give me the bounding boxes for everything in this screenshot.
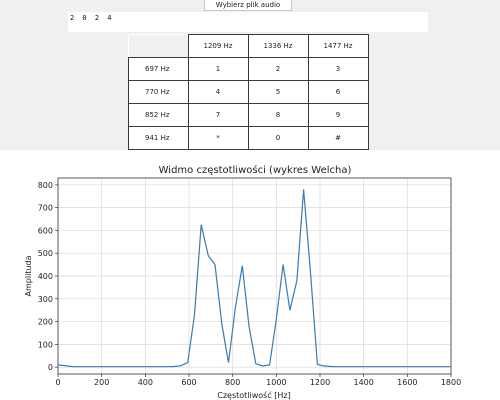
col-header-1209: 1209 Hz (187, 34, 249, 58)
y-tick-label: 700 (38, 204, 53, 213)
key-cell: 8 (247, 103, 309, 127)
x-tick-label: 600 (181, 378, 196, 387)
key-cell: 4 (187, 80, 249, 104)
chart-grid (57, 178, 452, 374)
key-cell: 9 (307, 103, 369, 127)
row-header-941: 941 Hz (128, 126, 189, 150)
x-tick-label: 1000 (266, 378, 286, 387)
y-axis-title: Amplituda (24, 255, 33, 296)
x-axis-title: Częstotliwość [Hz] (217, 390, 291, 400)
key-cell: 0 (247, 126, 309, 150)
key-cell: # (307, 126, 369, 150)
spectrum-chart: Widmo częstotliwości (wykres Welcha) 0 20… (24, 164, 461, 400)
key-cell: 3 (307, 57, 369, 81)
x-tick-label: 1600 (397, 378, 417, 387)
col-header-1477: 1477 Hz (307, 34, 369, 58)
y-tick-label: 600 (38, 226, 53, 235)
x-tick-label: 1400 (353, 378, 373, 387)
control-panel: Wybierz plik audio 2 0 2 4 1209 Hz 1336 … (0, 0, 500, 150)
table-corner (128, 34, 189, 58)
row-header-697: 697 Hz (128, 57, 189, 81)
x-tick-label: 200 (94, 378, 109, 387)
row-header-852: 852 Hz (128, 103, 189, 127)
x-tick-label: 1800 (441, 378, 461, 387)
table-row: 697 Hz 1 2 3 (128, 57, 369, 81)
y-tick-label: 800 (38, 181, 53, 190)
key-cell: 6 (307, 80, 369, 104)
dtmf-header-row: 1209 Hz 1336 Hz 1477 Hz (128, 34, 369, 58)
col-header-1336: 1336 Hz (247, 34, 309, 58)
table-row: 852 Hz 7 8 9 (128, 103, 369, 127)
y-tick-label: 300 (38, 295, 53, 304)
y-tick-label: 200 (38, 318, 53, 327)
row-header-770: 770 Hz (128, 80, 189, 104)
key-cell: 2 (247, 57, 309, 81)
x-tick-label: 0 (55, 378, 60, 387)
spectrum-series-line (57, 189, 451, 368)
decoded-number-display: 2 0 2 4 (68, 12, 428, 32)
table-row: 770 Hz 4 5 6 (128, 80, 369, 104)
dtmf-table: 1209 Hz 1336 Hz 1477 Hz 697 Hz 1 2 3 770… (128, 34, 369, 150)
x-tick-label: 400 (138, 378, 153, 387)
chart-ticks: 0 200 400 600 800 1000 1200 1400 1600 1800 0 100 200… (38, 181, 461, 387)
spectrum-chart-panel: Widmo częstotliwości (wykres Welcha) 0 20… (0, 150, 500, 400)
y-tick-label: 0 (48, 363, 53, 372)
key-cell: 7 (187, 103, 249, 127)
y-tick-label: 500 (38, 249, 53, 258)
x-tick-label: 800 (225, 378, 240, 387)
key-cell: * (187, 126, 249, 150)
chart-title: Widmo częstotliwości (wykres Welcha) (159, 164, 352, 176)
choose-audio-file-button[interactable]: Wybierz plik audio (204, 0, 292, 11)
key-cell: 1 (187, 57, 249, 81)
table-row: 941 Hz * 0 # (128, 126, 369, 150)
y-tick-label: 100 (38, 340, 53, 349)
key-cell: 5 (247, 80, 309, 104)
x-tick-label: 1200 (310, 378, 330, 387)
y-tick-label: 400 (38, 272, 53, 281)
